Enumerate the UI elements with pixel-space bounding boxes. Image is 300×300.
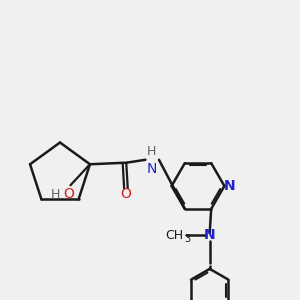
Text: N: N	[147, 162, 157, 176]
Text: H: H	[147, 145, 156, 158]
Text: 3: 3	[185, 234, 191, 244]
Text: CH: CH	[165, 229, 183, 242]
Text: O: O	[121, 187, 131, 201]
Text: O: O	[63, 187, 74, 201]
Text: N: N	[204, 228, 215, 242]
Text: H: H	[51, 188, 60, 201]
Text: N: N	[224, 179, 235, 193]
